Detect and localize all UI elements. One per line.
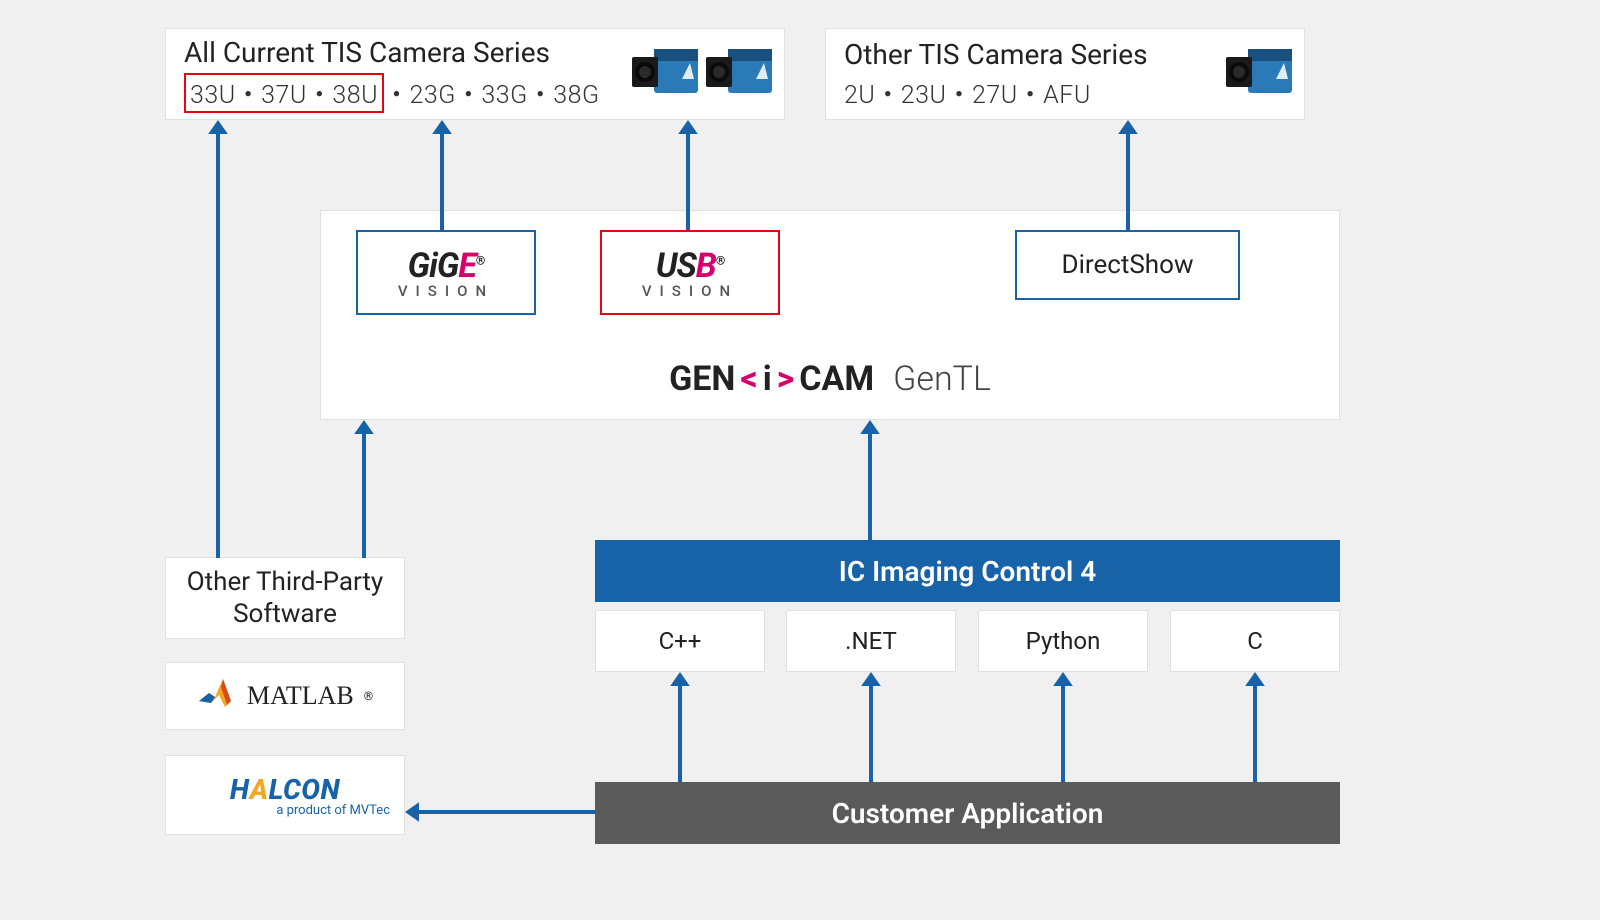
thirdparty-line1: Other Third-Party xyxy=(187,566,384,599)
lang-c-label: C xyxy=(1247,627,1263,655)
lang-net-box: .NET xyxy=(786,610,956,672)
net-to-lang-arrow xyxy=(861,672,881,782)
tis-other-title: Other TIS Camera Series xyxy=(844,38,1148,71)
customer-to-halcon-arrow xyxy=(405,802,595,822)
camera-icon xyxy=(1226,41,1298,107)
customer-application-box: Customer Application xyxy=(595,782,1340,844)
genicam-cam: CAM xyxy=(799,359,874,399)
ic4-to-genicam-b-arrow xyxy=(860,420,880,540)
third-party-software-box: Other Third-Party Software xyxy=(165,557,405,639)
directshow-label: DirectShow xyxy=(1062,250,1194,280)
matlab-label: MATLAB xyxy=(247,681,354,711)
ic4-to-genicam-a-arrow xyxy=(354,420,374,558)
genicam-chevron-left-icon: < xyxy=(740,359,757,399)
ic-imaging-control-4-box: IC Imaging Control 4 xyxy=(595,540,1340,602)
lang-cpp-box: C++ xyxy=(595,610,765,672)
tis-all-series-rest: ・23G・33G・38G xyxy=(384,81,600,110)
thirdparty-to-tis-arrow xyxy=(208,120,228,558)
camera-icon xyxy=(706,41,778,107)
genicam-i: i xyxy=(763,359,772,399)
thirdparty-line2: Software xyxy=(233,598,337,631)
gige-vision-box: GiGE® VISION xyxy=(356,230,536,315)
halcon-sublabel: a product of MVTec xyxy=(276,803,390,818)
matlab-box: MATLAB® xyxy=(165,662,405,730)
usb3-vision-box: USB® VISION xyxy=(600,230,780,315)
tis-all-cameras-box: All Current TIS Camera Series 33U・37U・38… xyxy=(165,28,785,120)
genicam-chevron-right-icon: > xyxy=(777,359,795,399)
cpp-to-lang-arrow xyxy=(670,672,690,782)
directshow-box: DirectShow xyxy=(1015,230,1240,300)
customer-app-label: Customer Application xyxy=(832,797,1104,830)
halcon-label: HALCON xyxy=(230,773,340,806)
gige-vision-label: VISION xyxy=(398,282,494,300)
python-to-lang-arrow xyxy=(1053,672,1073,782)
halcon-box: HALCON a product of MVTec xyxy=(165,755,405,835)
lang-python-box: Python xyxy=(978,610,1148,672)
genicam-gen: GEN xyxy=(669,359,735,399)
tis-other-cameras-box: Other TIS Camera Series 2U・23U・27U・AFU xyxy=(825,28,1305,120)
usb3-logo: USB® xyxy=(656,246,725,286)
lang-c-box: C xyxy=(1170,610,1340,672)
tis-all-series: 33U・37U・38U・23G・33G・38G xyxy=(184,73,600,113)
c-to-lang-arrow xyxy=(1245,672,1265,782)
gige-logo: GiGE® xyxy=(408,246,485,286)
tis-all-title: All Current TIS Camera Series xyxy=(184,36,550,69)
lang-python-label: Python xyxy=(1026,627,1101,655)
tis-all-series-highlight: 33U・37U・38U xyxy=(184,73,384,113)
lang-net-label: .NET xyxy=(845,627,897,655)
genicam-gentl: GenTL xyxy=(893,359,991,399)
genicam-label: GEN<i>CAM GenTL xyxy=(669,359,991,399)
ic4-label: IC Imaging Control 4 xyxy=(839,555,1096,588)
camera-icon xyxy=(632,41,704,107)
matlab-icon xyxy=(197,675,237,718)
usb3-vision-label: VISION xyxy=(642,282,738,300)
lang-cpp-label: C++ xyxy=(659,627,702,655)
tis-other-series: 2U・23U・27U・AFU xyxy=(844,75,1091,111)
